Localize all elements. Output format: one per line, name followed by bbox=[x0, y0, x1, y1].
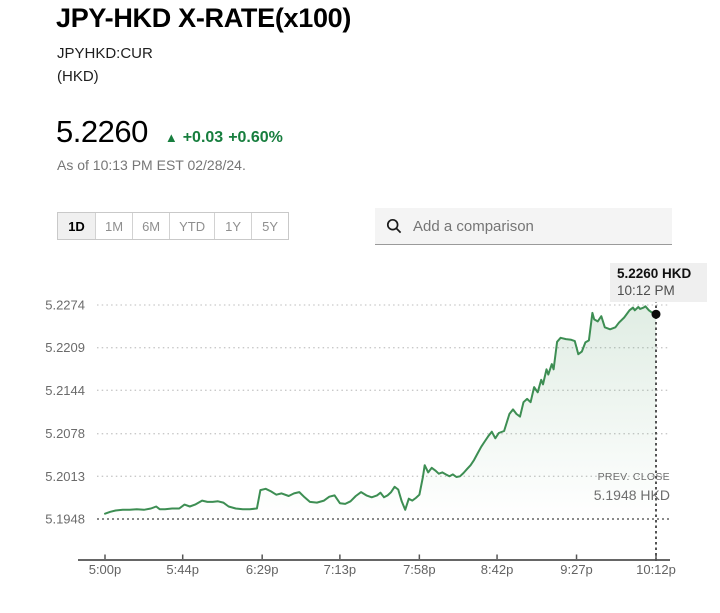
x-axis-label: 5:00p bbox=[89, 562, 122, 577]
prev-close-value: 5.1948 HKD bbox=[593, 487, 670, 503]
annotation-price: 5.2260 HKD bbox=[617, 266, 692, 281]
chart-area: 5.2274 5.2209 5.2144 5.2078 5.2013 5.1948 5:00… bbox=[0, 255, 720, 613]
ticker-symbol: JPYHKD:CUR bbox=[57, 45, 153, 62]
last-price: 5.2260 bbox=[56, 114, 148, 149]
page-title: JPY-HKD X-RATE(x100) bbox=[56, 3, 352, 33]
tab-6m[interactable]: 6M bbox=[132, 213, 170, 239]
y-axis-label: 5.2274 bbox=[45, 298, 85, 313]
comparison-search-input[interactable] bbox=[411, 216, 661, 236]
x-axis-label: 5:44p bbox=[166, 562, 199, 577]
y-axis-label: 5.2013 bbox=[45, 469, 85, 484]
annotation-time: 10:12 PM bbox=[617, 283, 675, 298]
area-fill bbox=[105, 306, 656, 519]
comparison-search-box[interactable] bbox=[375, 208, 672, 245]
last-point-marker bbox=[651, 309, 661, 319]
search-icon bbox=[386, 218, 402, 234]
tab-ytd[interactable]: YTD bbox=[169, 213, 215, 239]
y-axis-label: 5.2078 bbox=[45, 426, 85, 441]
price-row: 5.2260 ▲ +0.03 +0.60% bbox=[56, 114, 283, 150]
last-point-annotation: 5.2260 HKD 10:12 PM bbox=[610, 263, 707, 302]
x-axis-label: 7:13p bbox=[324, 562, 357, 577]
x-axis-label: 8:42p bbox=[481, 562, 514, 577]
y-axis-label: 5.1948 bbox=[45, 512, 85, 527]
x-axis-label: 6:29p bbox=[246, 562, 279, 577]
prev-close-label: PREV. CLOSE bbox=[597, 471, 670, 483]
x-axis-label: 10:12p bbox=[636, 562, 676, 577]
y-axis-label: 5.2209 bbox=[45, 340, 85, 355]
tab-1d[interactable]: 1D bbox=[58, 213, 95, 239]
price-change: +0.03 bbox=[182, 129, 224, 146]
currency-label: (HKD) bbox=[57, 68, 99, 85]
tab-1y[interactable]: 1Y bbox=[214, 213, 252, 239]
price-change-percent: +0.60% bbox=[228, 129, 283, 146]
up-triangle-icon: ▲ bbox=[164, 130, 178, 145]
chart-plot-area[interactable]: 5.2274 5.2209 5.2144 5.2078 5.2013 5.1948 5:00… bbox=[0, 255, 720, 613]
range-tab-group: 1D 1M 6M YTD 1Y 5Y bbox=[57, 212, 290, 240]
prev-close-block: PREV. CLOSE 5.1948 HKD bbox=[594, 471, 670, 503]
as-of-timestamp: As of 10:13 PM EST 02/28/24. bbox=[57, 157, 246, 173]
tab-5y[interactable]: 5Y bbox=[251, 213, 289, 239]
tab-1m[interactable]: 1M bbox=[95, 213, 133, 239]
x-axis-label: 9:27p bbox=[560, 562, 593, 577]
y-axis-label: 5.2144 bbox=[45, 383, 85, 398]
x-axis-label: 7:58p bbox=[403, 562, 436, 577]
price-line bbox=[104, 305, 657, 515]
